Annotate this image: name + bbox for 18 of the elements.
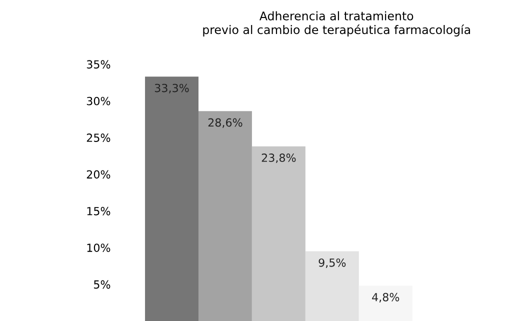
y-tick-label: 35% (86, 60, 110, 69)
bar (145, 76, 198, 321)
data-label: 33,3% (154, 84, 189, 94)
y-tick-label: 30% (86, 96, 110, 106)
data-label: 23,8% (262, 154, 296, 164)
y-tick-label: 15% (87, 206, 110, 216)
bar (252, 146, 306, 321)
y-tick-label: 20% (86, 170, 110, 179)
bar (305, 251, 359, 321)
bar (198, 111, 252, 321)
bar (358, 286, 412, 321)
y-tick-label: 25% (86, 134, 110, 142)
data-label: 28,6% (208, 118, 242, 128)
y-tick-label: 10% (87, 244, 110, 252)
chart-title: Adherencia al tratamiento previo al cambio de terapéutica farmacología (203, 11, 470, 36)
data-label: 9,5% (318, 258, 346, 268)
y-tick-label: 5% (94, 280, 110, 289)
data-label: 4,8% (372, 292, 400, 302)
